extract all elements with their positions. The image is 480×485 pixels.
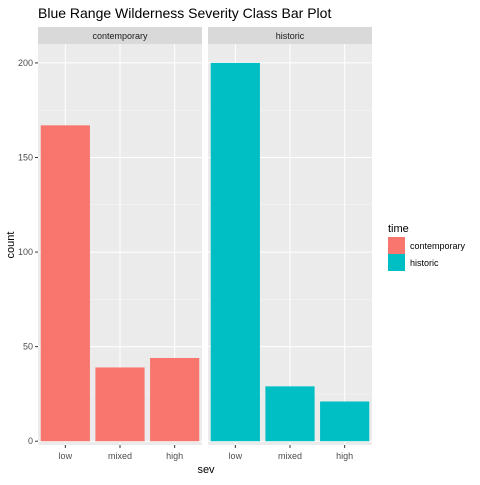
x-tick-label: mixed: [278, 451, 302, 461]
bar-historic-high: [320, 401, 370, 442]
y-tick-label: 200: [18, 58, 33, 68]
facet-panels: contemporary historic: [38, 27, 372, 445]
bar-historic-low: [210, 62, 260, 442]
facet-strip-label: historic: [276, 31, 305, 41]
bar-historic-mixed: [265, 386, 315, 442]
y-tick-label: 0: [28, 436, 33, 446]
bar-contemporary-low: [40, 125, 90, 442]
chart-title: Blue Range Wilderness Severity Class Bar…: [38, 5, 331, 21]
y-tick-label: 50: [23, 342, 33, 352]
facet-strip: [38, 27, 202, 44]
x-tick-label: low: [229, 451, 243, 461]
y-axis: 0 50 100 150 200: [18, 58, 38, 446]
x-tick-label: high: [336, 451, 353, 461]
facet-strip-label: contemporary: [92, 31, 148, 41]
x-axis-label: sev: [197, 464, 215, 476]
legend-title: time: [388, 223, 409, 235]
facet-panel-historic: historic: [208, 27, 372, 445]
x-tick-label: mixed: [108, 451, 132, 461]
facet-strip: [208, 27, 372, 44]
facet-panel-contemporary: contemporary: [38, 27, 202, 445]
legend-key-contemporary: [388, 237, 405, 254]
y-tick-label: 150: [18, 152, 33, 162]
legend-key-historic: [388, 254, 405, 271]
x-tick-label: low: [59, 451, 73, 461]
bar-contemporary-high: [150, 357, 200, 442]
y-axis-label: count: [5, 232, 17, 259]
x-axis: low mixed high low mixed high: [59, 445, 353, 461]
bar-contemporary-mixed: [95, 367, 145, 442]
legend: time contemporary historic: [388, 223, 466, 271]
y-tick-label: 100: [18, 247, 33, 257]
legend-label: historic: [410, 258, 439, 268]
legend-label: contemporary: [410, 241, 466, 251]
x-tick-label: high: [166, 451, 183, 461]
